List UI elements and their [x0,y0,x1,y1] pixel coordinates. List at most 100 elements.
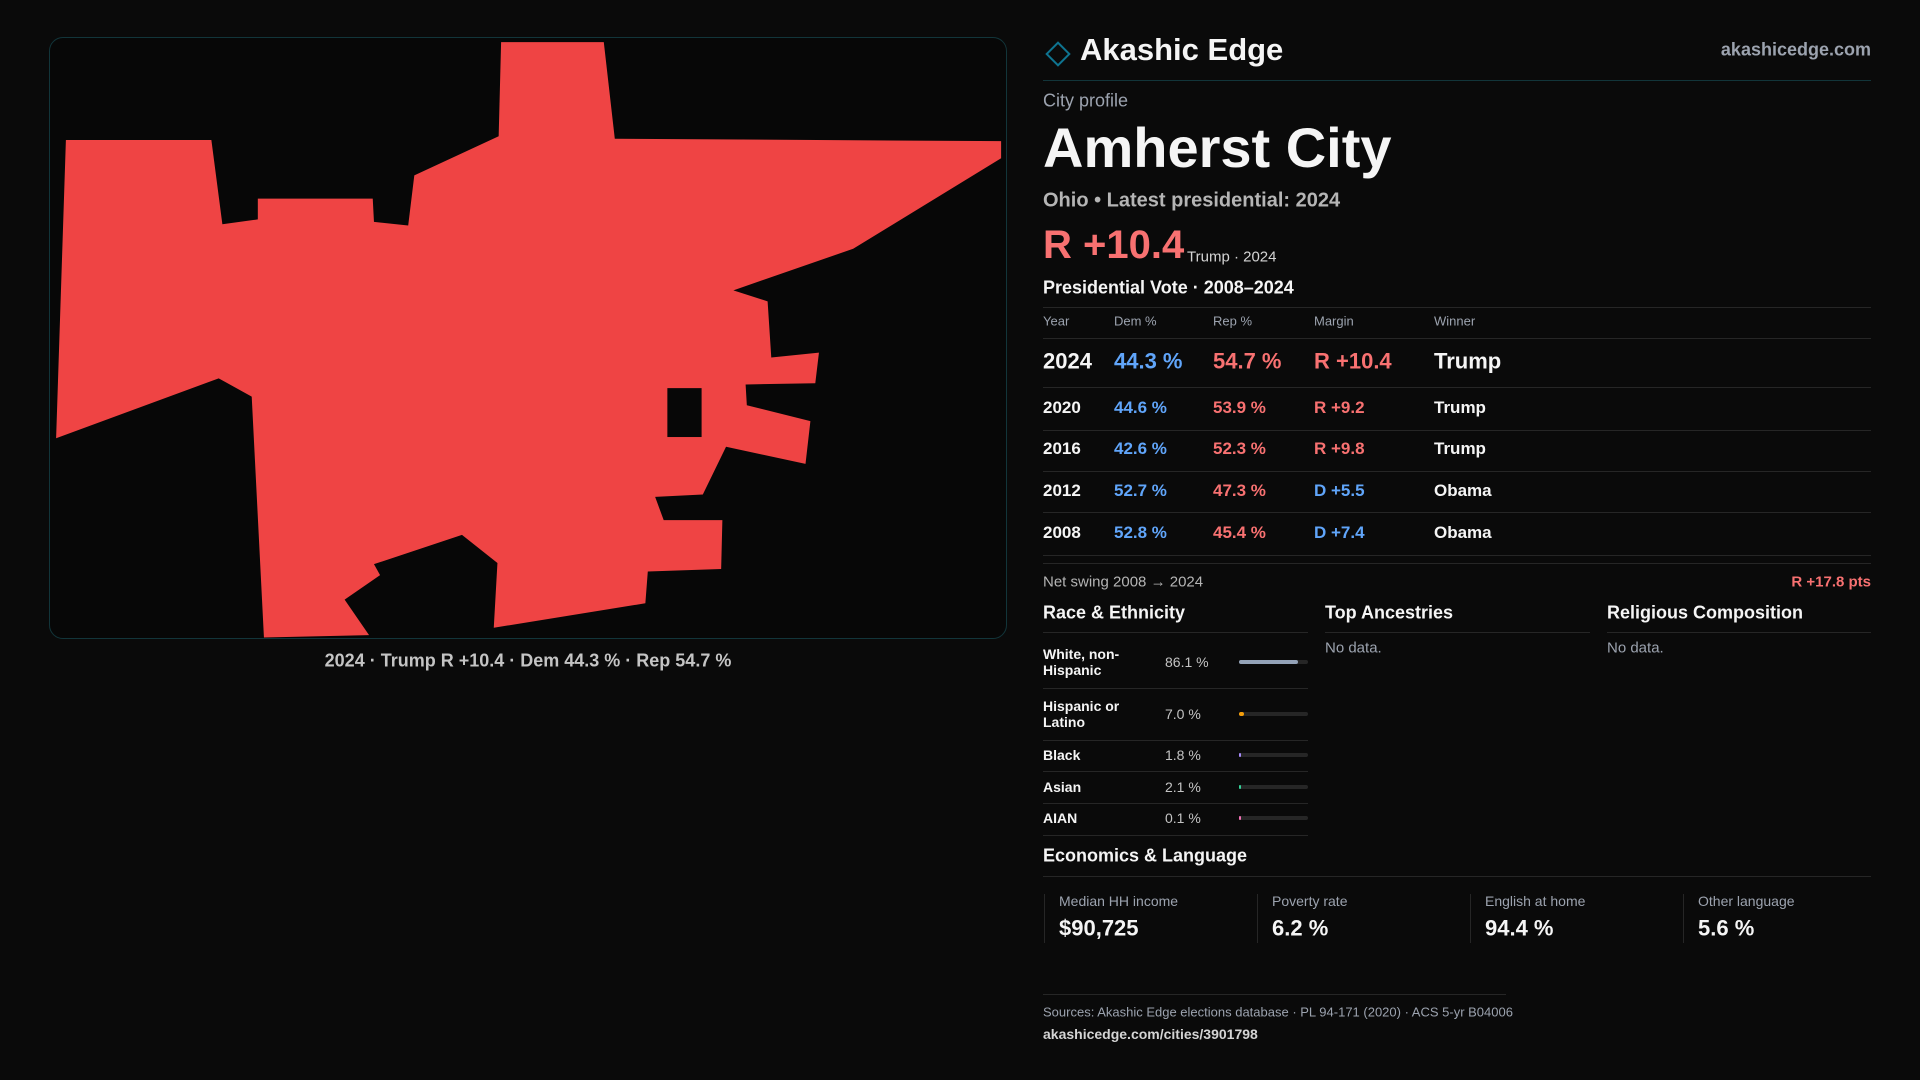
table-cell: 45.4 % [1213,523,1266,543]
table-cell: 2024 [1043,348,1092,374]
column-header: Dem % [1114,313,1157,329]
card-divider [1044,894,1045,943]
bar-track [1239,816,1308,820]
rule [1043,803,1308,804]
swing-label: Net swing 2008 → 2024 [1043,573,1204,591]
site-link[interactable]: akashicedge.com [1720,39,1871,60]
table-cell: Trump [1434,439,1486,459]
city-map [56,42,1002,638]
table-cell: R +10.4 [1314,348,1392,374]
card-divider [1683,894,1684,943]
race-value: 7.0 % [1165,705,1201,722]
table-cell: D +7.4 [1314,523,1365,543]
table-cell: 2012 [1043,481,1081,501]
table-cell: Trump [1434,348,1502,374]
margin-note: Trump · 2024 [1187,248,1277,266]
section-title: Economics & Language [1043,845,1248,866]
card-divider [1470,894,1471,943]
race-value: 86.1 % [1165,653,1209,670]
bar-track [1239,753,1308,757]
section-title: Top Ancestries [1325,602,1454,623]
section-title: Race & Ethnicity [1043,602,1186,623]
rule [1043,835,1308,836]
race-value: 0.1 % [1165,809,1201,826]
rule [1043,430,1871,431]
card-label: Poverty rate [1272,892,1348,909]
race-label: Asian [1043,778,1082,795]
card-label: Other language [1698,892,1795,909]
table-cell: 44.3 % [1114,348,1183,374]
race-label: Black [1043,746,1081,763]
subtitle: Ohio • Latest presidential: 2024 [1043,189,1341,212]
bar [1239,753,1241,757]
rule [1043,555,1871,556]
race-label: AIAN [1043,809,1078,826]
city-boundary [56,42,1002,638]
kicker: City profile [1043,90,1129,111]
table-cell: R +9.8 [1314,439,1365,459]
rule [1043,688,1308,689]
rule [1325,632,1590,633]
sources: Sources: Akashic Edge elections database… [1043,1004,1513,1020]
margin: R +10.4 [1043,223,1185,267]
rule [1043,740,1308,741]
header-rule [1043,80,1871,81]
section-title: Religious Composition [1607,602,1803,623]
rule [1043,307,1871,308]
card-value: $90,725 [1059,915,1139,941]
bar [1239,712,1244,716]
table-cell: Obama [1434,481,1492,501]
empty-note: No data. [1607,639,1664,657]
table-cell: 2008 [1043,523,1081,543]
table-cell: 52.8 % [1114,523,1167,543]
table-cell: Obama [1434,523,1492,543]
empty-note: No data. [1325,639,1382,657]
card-label: English at home [1485,892,1586,909]
race-value: 2.1 % [1165,778,1201,795]
rule [1607,632,1871,633]
rule [1043,563,1871,564]
table-cell: 52.3 % [1213,439,1266,459]
race-value: 1.8 % [1165,746,1201,763]
rule [1043,632,1308,633]
bar [1239,660,1299,664]
bar-track [1239,785,1308,789]
table-cell: 44.6 % [1114,398,1167,418]
bar-track [1239,712,1308,716]
card-label: Median HH income [1059,892,1179,909]
swing-value: R +17.8 pts [1791,573,1871,591]
table-cell: R +9.2 [1314,398,1365,418]
table-title: Presidential Vote · 2008–2024 [1043,277,1294,298]
city-name: Amherst City [1043,115,1392,179]
page-url[interactable]: akashicedge.com/cities/3901798 [1043,1025,1258,1042]
footer-rule [1043,994,1506,995]
rule [1043,876,1871,877]
column-header: Margin [1314,313,1354,329]
map-caption: 2024 · Trump R +10.4 · Dem 44.3 % · Rep … [324,650,732,671]
table-cell: 47.3 % [1213,481,1266,501]
rule [1043,471,1871,472]
table-cell: Trump [1434,398,1486,418]
table-cell: 52.7 % [1114,481,1167,501]
rule [1043,338,1871,339]
rule [1043,771,1308,772]
table-cell: 42.6 % [1114,439,1167,459]
table-cell: 54.7 % [1213,348,1282,374]
card-divider [1257,894,1258,943]
map-hole [667,388,702,438]
table-cell: 2020 [1043,398,1081,418]
column-header: Rep % [1213,313,1253,329]
brand: Akashic Edge [1080,32,1284,68]
brand-icon [1045,41,1071,67]
column-header: Year [1043,313,1070,329]
bar [1239,785,1241,789]
column-header: Winner [1434,313,1476,329]
table-cell: 2016 [1043,439,1081,459]
race-label: White, non-Hispanic [1043,645,1120,678]
map-panel [49,37,1007,639]
table-cell: 53.9 % [1213,398,1266,418]
card-value: 6.2 % [1272,915,1329,941]
card-value: 5.6 % [1698,915,1755,941]
